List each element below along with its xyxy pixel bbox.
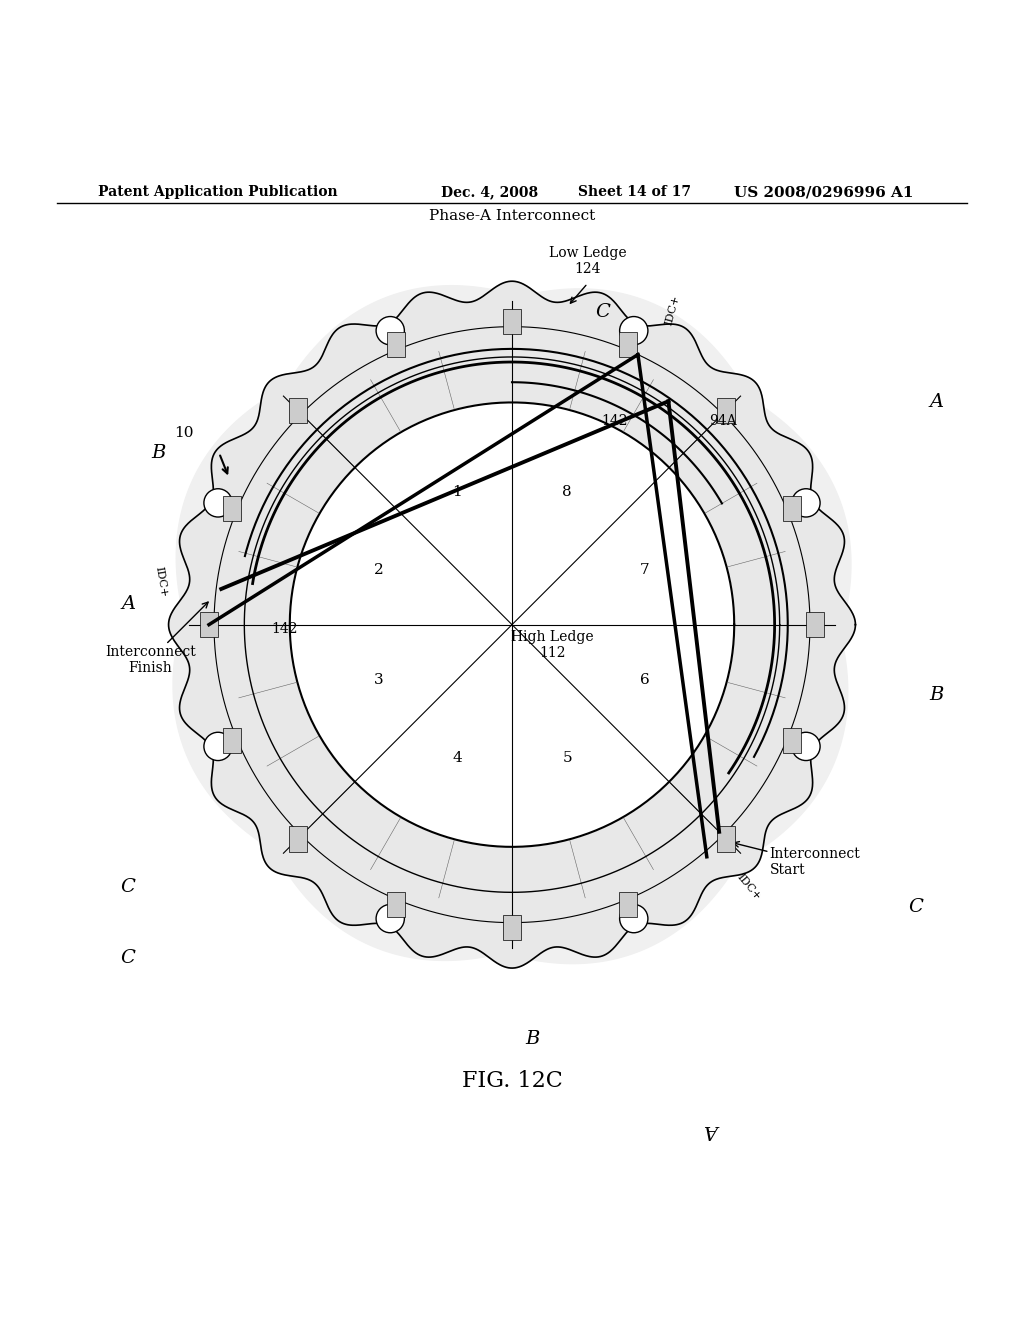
Circle shape <box>792 733 820 760</box>
Text: 8: 8 <box>562 484 571 499</box>
Text: IDC+: IDC+ <box>154 565 169 598</box>
Text: Interconnect
Start: Interconnect Start <box>770 847 860 878</box>
FancyBboxPatch shape <box>806 612 824 638</box>
FancyBboxPatch shape <box>618 892 637 917</box>
Text: A: A <box>707 1121 721 1139</box>
Text: Phase-A Interconnect: Phase-A Interconnect <box>429 209 595 223</box>
FancyBboxPatch shape <box>200 612 218 638</box>
Text: 10: 10 <box>174 426 194 440</box>
Circle shape <box>620 317 648 345</box>
Text: C: C <box>121 878 135 896</box>
Text: 142: 142 <box>271 622 298 636</box>
Text: US 2008/0296996 A1: US 2008/0296996 A1 <box>734 185 913 199</box>
Text: A: A <box>121 595 135 614</box>
FancyBboxPatch shape <box>289 826 307 851</box>
Circle shape <box>204 733 232 760</box>
Text: Interconnect
Finish: Interconnect Finish <box>105 644 196 675</box>
Polygon shape <box>169 281 855 968</box>
Text: 142: 142 <box>601 414 628 429</box>
FancyBboxPatch shape <box>783 496 801 521</box>
FancyBboxPatch shape <box>289 397 307 422</box>
Circle shape <box>376 904 404 933</box>
Text: 2: 2 <box>374 562 384 577</box>
FancyBboxPatch shape <box>387 333 406 358</box>
FancyBboxPatch shape <box>783 729 801 754</box>
FancyBboxPatch shape <box>618 333 637 358</box>
Circle shape <box>620 904 648 933</box>
Text: 7: 7 <box>640 562 650 577</box>
Text: C: C <box>596 302 610 321</box>
Polygon shape <box>290 403 734 847</box>
Text: Dec. 4, 2008: Dec. 4, 2008 <box>441 185 539 199</box>
FancyBboxPatch shape <box>503 915 521 940</box>
Text: B: B <box>929 686 943 705</box>
Circle shape <box>204 488 232 517</box>
Circle shape <box>376 317 404 345</box>
Text: 1: 1 <box>452 484 462 499</box>
Text: Patent Application Publication: Patent Application Publication <box>98 185 338 199</box>
Text: 4: 4 <box>452 751 462 764</box>
Text: 6: 6 <box>640 673 650 686</box>
Text: Sheet 14 of 17: Sheet 14 of 17 <box>578 185 690 199</box>
Text: IDC+: IDC+ <box>664 293 681 326</box>
Polygon shape <box>173 285 851 964</box>
Text: C: C <box>121 949 135 968</box>
FancyBboxPatch shape <box>223 496 241 521</box>
Polygon shape <box>290 403 734 847</box>
FancyBboxPatch shape <box>223 729 241 754</box>
Text: 5: 5 <box>562 751 571 764</box>
Text: Low Ledge
124: Low Ledge 124 <box>549 246 627 276</box>
Text: A: A <box>929 393 943 412</box>
Circle shape <box>792 488 820 517</box>
Text: 3: 3 <box>374 673 384 686</box>
Text: High Ledge
112: High Ledge 112 <box>511 630 594 660</box>
FancyBboxPatch shape <box>717 826 735 851</box>
FancyBboxPatch shape <box>503 309 521 334</box>
Text: B: B <box>525 1030 540 1048</box>
Text: C: C <box>908 899 924 916</box>
Text: 94A: 94A <box>709 414 736 429</box>
FancyBboxPatch shape <box>717 397 735 422</box>
FancyBboxPatch shape <box>387 892 406 917</box>
Text: FIG. 12C: FIG. 12C <box>462 1071 562 1092</box>
Text: IDC+: IDC+ <box>734 873 763 903</box>
Text: B: B <box>152 444 166 462</box>
